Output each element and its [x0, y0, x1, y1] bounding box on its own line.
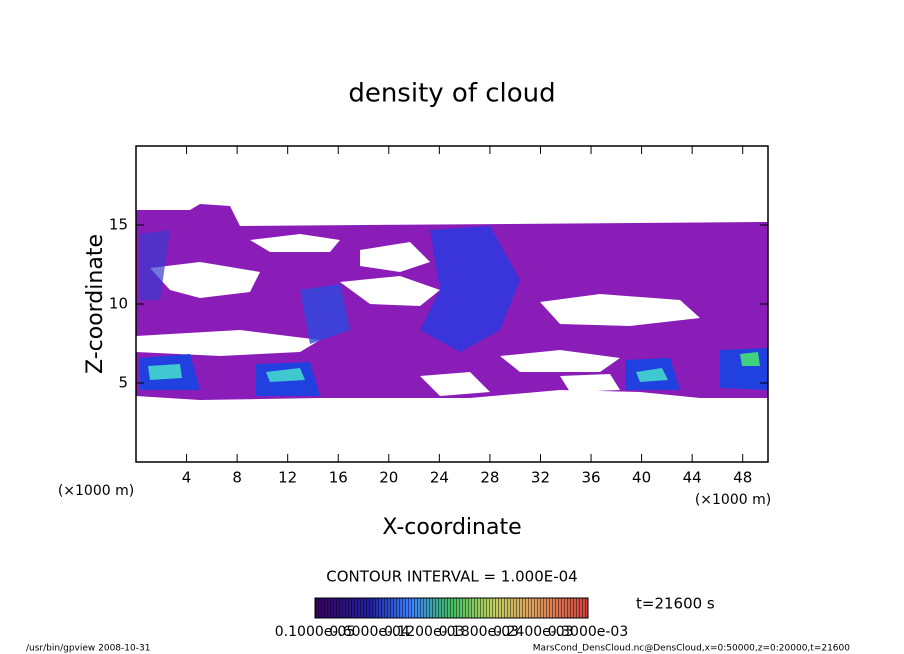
x-tick-label: 16: [329, 469, 348, 487]
x-tick-label: 36: [581, 469, 600, 487]
colorbar-stripes: [314, 597, 589, 619]
y-axis-label: Z-coordinate: [83, 234, 108, 374]
colorbar-label: 0.1800e-03: [439, 624, 519, 640]
contour-field: [136, 204, 768, 400]
x-unit: (×1000 m): [58, 483, 134, 499]
x-axis-label: X-coordinate: [382, 515, 521, 540]
y-tick-label: 10: [109, 295, 128, 313]
x-tick-label: 32: [531, 469, 550, 487]
x-tick-label: 28: [480, 469, 499, 487]
y-tick-label: 15: [109, 216, 128, 234]
x-unit: (×1000 m): [695, 492, 771, 508]
x-tick-label: 40: [632, 469, 651, 487]
x-tick-label: 24: [430, 469, 449, 487]
x-tick-label: 44: [683, 469, 702, 487]
chart-title: density of cloud: [348, 79, 555, 109]
colorbar-label: 0.2400e-03: [493, 624, 573, 640]
y-tick-label: 5: [118, 374, 128, 392]
x-tick-label: 4: [182, 469, 192, 487]
colorbar-label: 0.6000e-04: [329, 624, 410, 640]
colorbar-label: 0.1000e-05: [275, 624, 355, 640]
colorbar-label: 0.3000e-03: [548, 624, 628, 640]
x-tick-label: 20: [379, 469, 398, 487]
footer-left: /usr/bin/gpview 2008-10-31: [26, 644, 150, 654]
x-tick-label: 12: [278, 469, 297, 487]
time-label: t=21600 s: [636, 595, 715, 613]
footer-right: MarsCond_DensCloud.nc@DensCloud,x=0:5000…: [533, 644, 850, 654]
x-tick-label: 48: [733, 469, 752, 487]
colorbar-label: 0.1200e-03: [384, 624, 464, 640]
x-tick-label: 8: [232, 469, 242, 487]
contour-interval: CONTOUR INTERVAL = 1.000E-04: [326, 568, 577, 586]
